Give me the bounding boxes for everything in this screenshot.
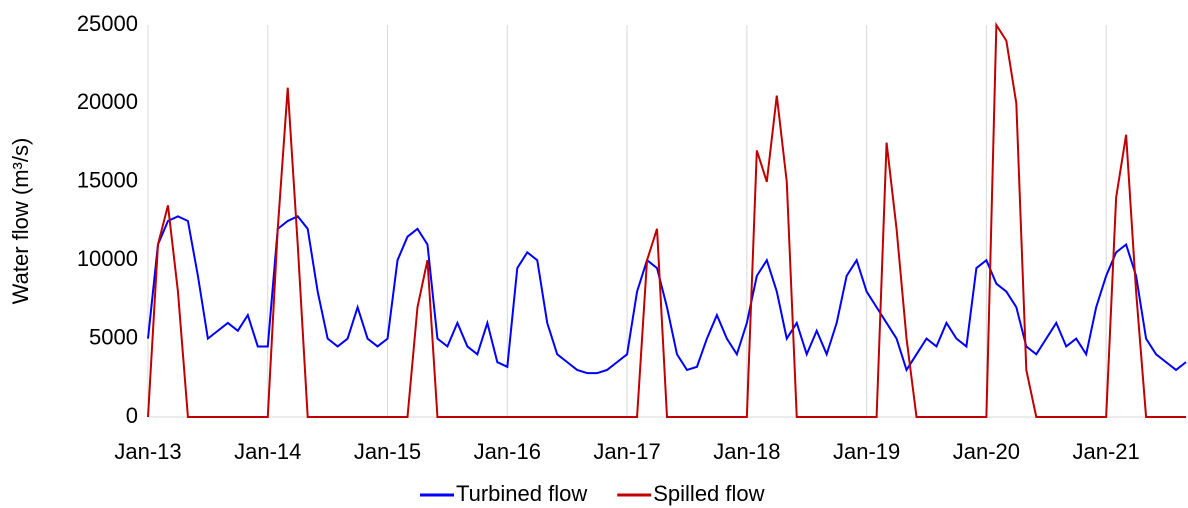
x-tick-label: Jan-16 — [474, 439, 541, 464]
legend-label: Turbined flow — [456, 481, 587, 506]
x-tick-label: Jan-15 — [354, 439, 421, 464]
x-tick-label: Jan-21 — [1073, 439, 1140, 464]
x-tick-label: Jan-17 — [593, 439, 660, 464]
y-tick-label: 25000 — [77, 11, 138, 36]
y-axis-label: Water flow (m³/s) — [8, 138, 33, 305]
x-tick-label: Jan-18 — [713, 439, 780, 464]
x-tick-label: Jan-13 — [114, 439, 181, 464]
y-tick-label: 5000 — [89, 324, 138, 349]
x-tick-label: Jan-14 — [234, 439, 301, 464]
legend-label: Spilled flow — [653, 481, 764, 506]
y-tick-label: 10000 — [77, 246, 138, 271]
y-tick-label: 15000 — [77, 168, 138, 193]
series-line — [147, 215, 1187, 375]
y-tick-label: 0 — [126, 403, 138, 428]
x-tick-label: Jan-19 — [833, 439, 900, 464]
series-line — [147, 21, 1186, 418]
y-tick-label: 20000 — [77, 89, 138, 114]
x-tick-label: Jan-20 — [953, 439, 1020, 464]
